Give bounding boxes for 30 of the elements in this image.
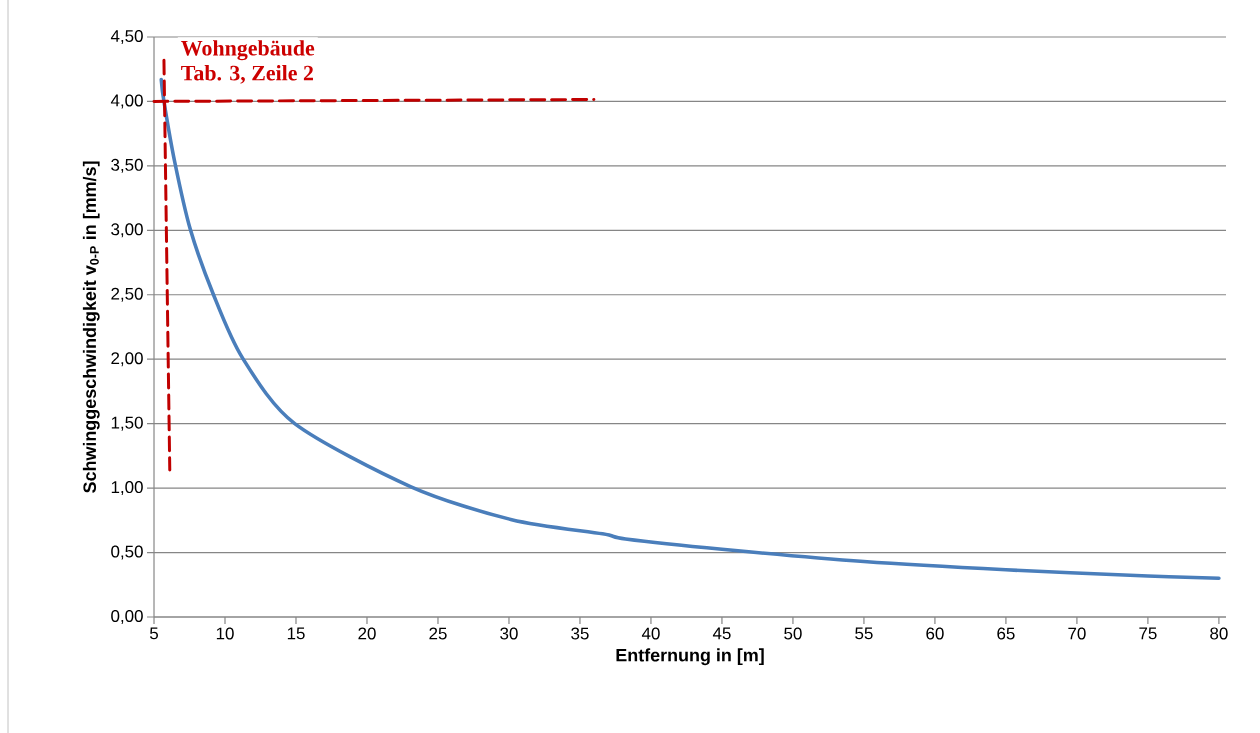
y-axis-title: Schwinggeschwindigkeit v$_{0-P}$ in [mm/s] [82,161,100,493]
y-tick-label: 0,50 [111,545,143,560]
y-tick-label: 3,00 [111,223,143,238]
x-tick-label: 70 [1068,627,1086,640]
x-axis-title: Entfernung in [m] [616,648,764,666]
x-tick-label: 45 [712,627,731,640]
x-tick-label: 15 [287,627,305,640]
x-tick-label: 65 [997,627,1015,640]
y-tick-label: 4,00 [110,94,143,109]
annotation: Wohngebäude [181,40,315,61]
y-tick-label: 0,00 [111,609,143,624]
x-tick-label: 25 [429,627,447,640]
x-tick-label: 75 [1139,627,1157,640]
y-tick-label: 3,50 [111,158,143,173]
x-tick-label: 10 [216,627,234,640]
x-tick-label: 50 [784,627,802,640]
x-tick-label: 60 [926,627,944,640]
x-tick-label: 30 [500,627,518,640]
x-tick-label: 55 [855,627,873,640]
y-tick-label: 2,50 [111,287,143,302]
x-tick-label: 5 [149,627,158,640]
y-tick-label: 1,00 [111,481,143,496]
y-tick-label: 1,50 [111,416,143,431]
x-tick-label: 80 [1210,627,1228,640]
x-tick-label: 20 [358,627,376,640]
y-tick-label: 2,00 [111,352,143,367]
x-tick-label: 35 [571,627,589,640]
y-tick-label: 4,50 [110,29,143,44]
annotation: Tab. 3, Zeile 2 [181,65,313,84]
x-tick-label: 40 [641,627,660,640]
